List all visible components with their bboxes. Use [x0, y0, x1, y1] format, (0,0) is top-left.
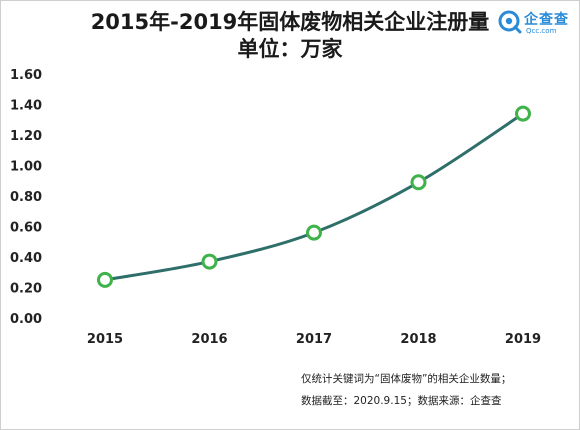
y-tick-label: 1.00 — [10, 160, 42, 175]
series-line — [104, 112, 524, 282]
y-tick-label: 1.40 — [10, 99, 42, 114]
y-axis-ticks: 0.00 0.20 0.40 0.60 0.80 1.00 1.20 1.40 1.60 — [10, 68, 42, 327]
data-points — [97, 105, 531, 288]
x-tick-label: 2015 — [87, 332, 123, 347]
qcc-logo: 企查查 Qcc.com — [498, 9, 574, 39]
y-tick-label: 0.60 — [10, 221, 42, 236]
y-tick-label: 1.20 — [10, 129, 42, 144]
series-line-group — [104, 112, 524, 282]
data-point-2018 — [410, 174, 427, 191]
chart-title: 2015年-2019年固体废物相关企业注册量 — [90, 10, 490, 34]
x-tick-label: 2016 — [191, 332, 227, 347]
y-tick-label: 0.20 — [10, 282, 42, 297]
y-tick-label: 1.60 — [10, 68, 42, 83]
y-tick-label: 0.80 — [10, 190, 42, 205]
x-tick-label: 2017 — [296, 332, 332, 347]
logo-name: 企查查 — [524, 12, 569, 28]
chart-subtitle: 单位：万家 — [237, 37, 343, 61]
footnote-scope: 仅统计关键词为“固体废物”的相关企业数量； — [301, 373, 512, 385]
x-tick-label: 2019 — [505, 332, 541, 347]
qcc-logo-icon — [498, 10, 522, 34]
data-point-2015 — [97, 271, 113, 288]
x-tick-label: 2018 — [400, 332, 436, 347]
logo-domain: Qcc.com — [526, 27, 557, 35]
y-tick-label: 0.40 — [10, 251, 42, 266]
data-point-2016 — [201, 253, 218, 270]
data-point-2019 — [515, 105, 531, 122]
x-axis-ticks: 2015 2016 2017 2018 2019 — [87, 332, 541, 347]
footnote-source: 数据截至：2020.9.15；数据来源：企查查 — [301, 395, 502, 407]
data-point-2017 — [306, 224, 322, 241]
y-tick-label: 0.00 — [10, 312, 42, 327]
